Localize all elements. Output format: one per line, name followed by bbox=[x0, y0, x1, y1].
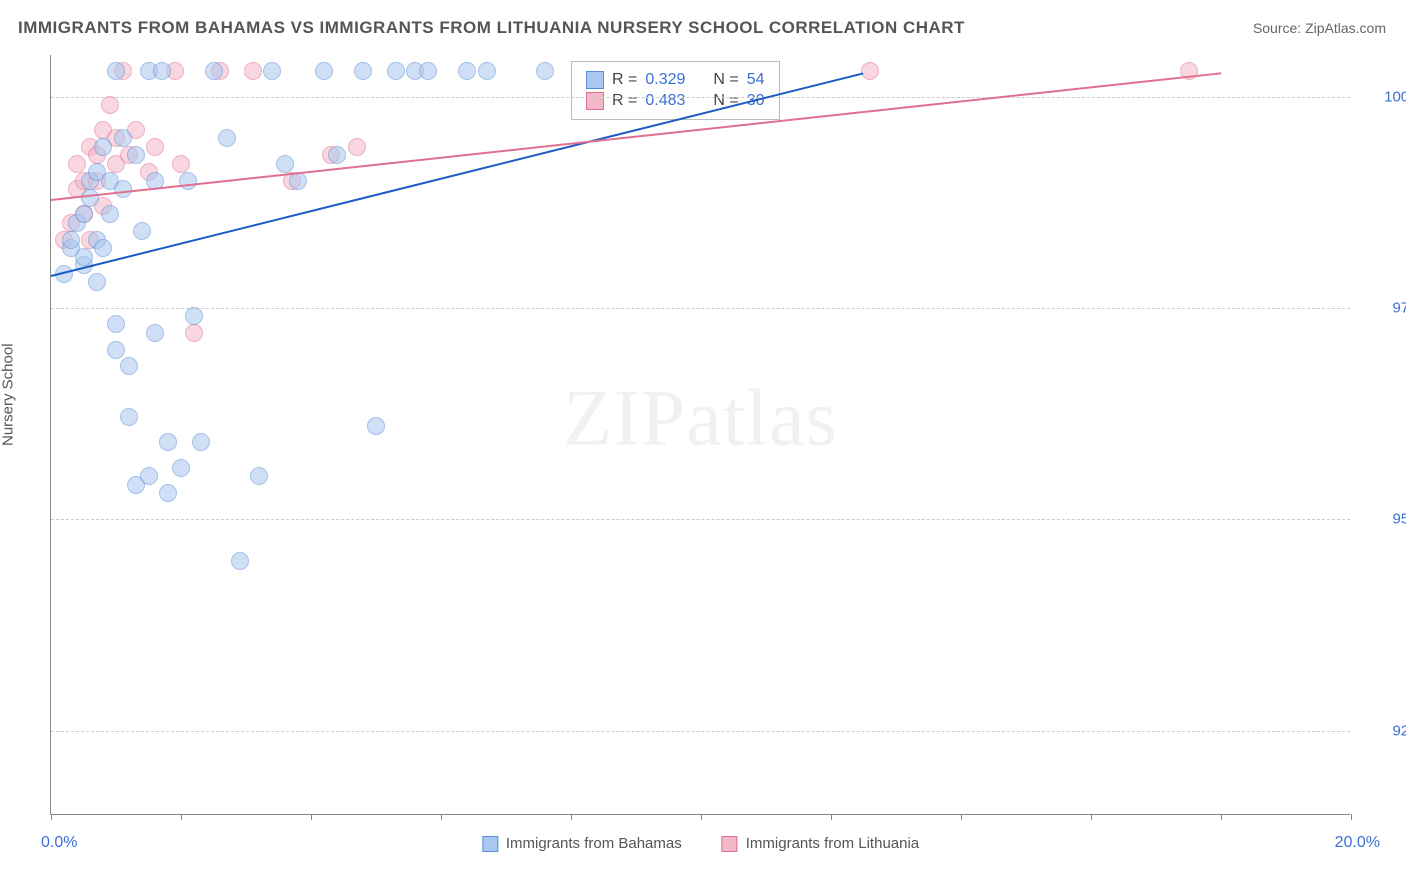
point-bahamas bbox=[192, 433, 210, 451]
x-tick-mark bbox=[181, 814, 182, 820]
watermark: ZIPatlas bbox=[563, 374, 838, 465]
point-bahamas bbox=[101, 205, 119, 223]
y-axis-label: Nursery School bbox=[0, 343, 17, 446]
legend-swatch-lithuania bbox=[722, 836, 738, 852]
legend-bottom: Immigrants from Bahamas Immigrants from L… bbox=[482, 835, 919, 852]
x-tick-mark bbox=[1351, 814, 1352, 820]
point-bahamas bbox=[179, 172, 197, 190]
x-tick-min: 0.0% bbox=[41, 834, 77, 852]
point-lithuania bbox=[348, 138, 366, 156]
point-bahamas bbox=[107, 62, 125, 80]
point-bahamas bbox=[419, 62, 437, 80]
point-lithuania bbox=[68, 155, 86, 173]
point-bahamas bbox=[387, 62, 405, 80]
point-lithuania bbox=[185, 324, 203, 342]
chart-source: Source: ZipAtlas.com bbox=[1253, 20, 1386, 36]
r-value: 0.483 bbox=[645, 92, 685, 110]
point-bahamas bbox=[205, 62, 223, 80]
legend-item-bahamas: Immigrants from Bahamas bbox=[482, 835, 682, 852]
point-bahamas bbox=[218, 129, 236, 147]
swatch-lithuania bbox=[586, 92, 604, 110]
legend-item-lithuania: Immigrants from Lithuania bbox=[722, 835, 919, 852]
trendline-bahamas bbox=[51, 72, 864, 277]
x-tick-mark bbox=[311, 814, 312, 820]
x-tick-mark bbox=[701, 814, 702, 820]
correlation-row-bahamas: R = 0.329 N = 54 bbox=[586, 71, 765, 89]
correlation-row-lithuania: R =0.483N =30 bbox=[586, 92, 765, 110]
x-tick-mark bbox=[441, 814, 442, 820]
watermark-zip: ZIP bbox=[563, 375, 686, 463]
point-bahamas bbox=[250, 467, 268, 485]
point-bahamas bbox=[146, 324, 164, 342]
point-bahamas bbox=[81, 189, 99, 207]
point-bahamas bbox=[114, 180, 132, 198]
point-bahamas bbox=[536, 62, 554, 80]
r-label: R = bbox=[612, 71, 637, 89]
gridline bbox=[51, 731, 1350, 732]
point-bahamas bbox=[315, 62, 333, 80]
x-tick-mark bbox=[1091, 814, 1092, 820]
point-bahamas bbox=[94, 239, 112, 257]
gridline bbox=[51, 519, 1350, 520]
y-tick-label: 97.5% bbox=[1360, 300, 1406, 317]
point-lithuania bbox=[101, 96, 119, 114]
y-tick-label: 92.5% bbox=[1360, 722, 1406, 739]
point-bahamas bbox=[140, 467, 158, 485]
legend-label: Immigrants from Bahamas bbox=[506, 835, 682, 852]
y-tick-label: 95.0% bbox=[1360, 511, 1406, 528]
n-value: 54 bbox=[747, 71, 765, 89]
legend-label: Immigrants from Lithuania bbox=[746, 835, 919, 852]
correlation-legend: R =0.329N =54R =0.483N =30 bbox=[571, 61, 780, 120]
watermark-atlas: atlas bbox=[686, 375, 838, 463]
point-bahamas bbox=[478, 62, 496, 80]
x-tick-mark bbox=[831, 814, 832, 820]
plot-area: ZIPatlas R =0.329N =54R =0.483N =30 Immi… bbox=[50, 55, 1350, 815]
x-tick-mark bbox=[961, 814, 962, 820]
x-tick-mark bbox=[1221, 814, 1222, 820]
point-bahamas bbox=[120, 408, 138, 426]
point-bahamas bbox=[328, 146, 346, 164]
point-bahamas bbox=[107, 315, 125, 333]
point-lithuania bbox=[172, 155, 190, 173]
source-name: ZipAtlas.com bbox=[1305, 20, 1386, 36]
point-bahamas bbox=[185, 307, 203, 325]
point-bahamas bbox=[276, 155, 294, 173]
r-value: 0.329 bbox=[645, 71, 685, 89]
point-lithuania bbox=[244, 62, 262, 80]
point-bahamas bbox=[75, 248, 93, 266]
x-tick-mark bbox=[51, 814, 52, 820]
point-bahamas bbox=[107, 341, 125, 359]
source-prefix: Source: bbox=[1253, 20, 1305, 36]
point-bahamas bbox=[159, 433, 177, 451]
point-bahamas bbox=[231, 552, 249, 570]
r-label: R = bbox=[612, 92, 637, 110]
point-bahamas bbox=[94, 138, 112, 156]
point-bahamas bbox=[458, 62, 476, 80]
point-bahamas bbox=[263, 62, 281, 80]
point-lithuania bbox=[146, 138, 164, 156]
point-bahamas bbox=[133, 222, 151, 240]
point-bahamas bbox=[114, 129, 132, 147]
point-bahamas bbox=[367, 417, 385, 435]
chart-title: IMMIGRANTS FROM BAHAMAS VS IMMIGRANTS FR… bbox=[18, 18, 965, 38]
point-lithuania bbox=[861, 62, 879, 80]
point-bahamas bbox=[120, 357, 138, 375]
gridline bbox=[51, 308, 1350, 309]
n-label: N = bbox=[713, 71, 738, 89]
swatch-bahamas bbox=[586, 71, 604, 89]
legend-swatch-bahamas bbox=[482, 836, 498, 852]
point-bahamas bbox=[127, 146, 145, 164]
gridline bbox=[51, 97, 1350, 98]
point-bahamas bbox=[62, 231, 80, 249]
point-bahamas bbox=[75, 205, 93, 223]
point-bahamas bbox=[172, 459, 190, 477]
point-bahamas bbox=[354, 62, 372, 80]
point-bahamas bbox=[153, 62, 171, 80]
point-bahamas bbox=[88, 273, 106, 291]
y-tick-label: 100.0% bbox=[1360, 89, 1406, 106]
x-tick-mark bbox=[571, 814, 572, 820]
x-tick-max: 20.0% bbox=[1335, 834, 1380, 852]
point-bahamas bbox=[159, 484, 177, 502]
